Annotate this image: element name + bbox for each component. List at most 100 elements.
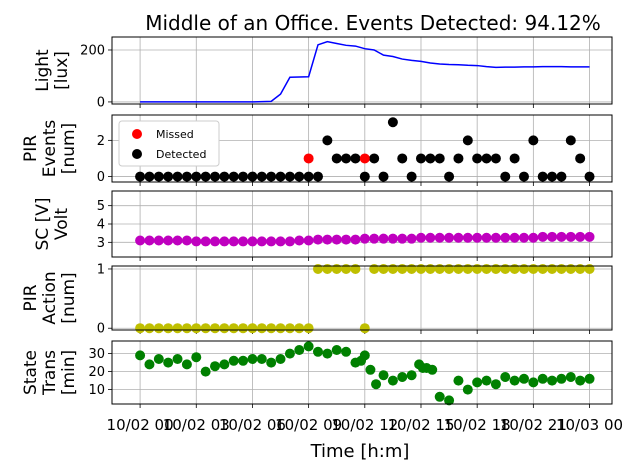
data-point [331,263,342,274]
data-point [312,263,323,274]
data-point [565,372,576,382]
data-point [556,373,567,384]
legend-box [118,120,220,167]
y-tick-label: 30 [88,347,105,362]
data-point [135,171,146,182]
data-point [312,234,323,245]
y-tick-label: 4 [97,218,105,233]
data-point [369,263,380,274]
data-point [144,323,155,334]
data-point [153,323,164,334]
data-point [406,233,417,244]
data-point [500,263,511,274]
y-axis-label: State [21,350,41,395]
data-point [322,348,333,359]
data-point [303,235,314,246]
data-point [294,171,305,182]
data-point [341,263,352,274]
data-point [369,153,380,164]
axes-frame [111,265,613,331]
data-point [509,232,520,243]
data-point [490,153,501,164]
data-point [275,354,286,364]
data-point [163,171,174,182]
data-point [219,171,230,182]
y-axis-label: [min] [59,350,79,395]
data-point [434,232,445,243]
y-axis-label: SC [V] [33,198,53,251]
data-point [350,153,361,164]
x-tick-label: 10/02 03 [163,416,230,434]
y-tick-label: 10 [88,383,105,398]
data-point [228,355,239,366]
data-point [200,323,211,334]
y-tick-label: 0 [97,322,105,337]
data-point [350,234,361,245]
data-point [331,345,342,355]
panel-1: 0 200 Light [lux] [33,36,613,110]
y-tick-label: 0 [97,95,105,110]
data-point [266,323,277,334]
panel-5: 10 20 30 State Trans [min] [21,340,613,408]
y-axis-label: PIR [21,284,41,311]
data-point [444,171,455,182]
data-point [547,231,558,242]
data-point [565,135,576,146]
data-point [228,236,239,247]
data-point [359,153,370,164]
data-point [275,236,286,247]
axes-frame [111,190,613,258]
data-point [397,233,408,244]
data-point [144,171,155,182]
data-point [481,263,492,274]
data-point [537,373,548,384]
data-point [406,171,417,182]
data-point [518,373,529,384]
data-point [247,323,258,334]
data-point [462,135,473,146]
y-tick-label: 3 [97,236,105,251]
data-point [565,263,576,274]
data-point [200,236,211,247]
data-point [378,171,389,182]
data-point [490,232,501,243]
data-point [556,171,567,182]
data-point [153,354,164,364]
y-axis-label: Action [40,271,60,324]
data-point [228,171,239,182]
data-point [284,323,295,334]
data-point [490,379,501,390]
data-point [266,171,277,182]
data-point [275,171,286,182]
data-point [481,375,492,386]
data-point [322,263,333,274]
data-point [537,231,548,242]
data-point [556,263,567,274]
y-axis-label: Events [40,120,60,178]
data-point [200,171,211,182]
axes-frame [111,114,613,183]
x-tick-label: 10/02 18 [444,416,511,434]
legend-label: Detected [156,148,206,161]
data-point [256,354,267,364]
x-tick-label: 10/02 15 [387,416,454,434]
data-point [303,323,314,334]
data-point [312,346,323,357]
legend: Missed Detected [118,120,220,167]
data-point [135,323,146,334]
data-point [462,384,473,395]
x-tick-label: 10/02 12 [331,416,398,434]
chart-title: Middle of an Office. Events Detected: 94… [145,11,601,35]
data-point [209,171,220,182]
data-point [397,263,408,274]
data-point [387,233,398,244]
data-point [500,171,511,182]
data-point [472,232,483,243]
y-axis-label: PIR [21,135,41,162]
data-point [191,323,202,334]
y-axis-label: [lux] [52,51,72,90]
x-tick-label: 10/02 06 [219,416,286,434]
data-point [172,171,183,182]
